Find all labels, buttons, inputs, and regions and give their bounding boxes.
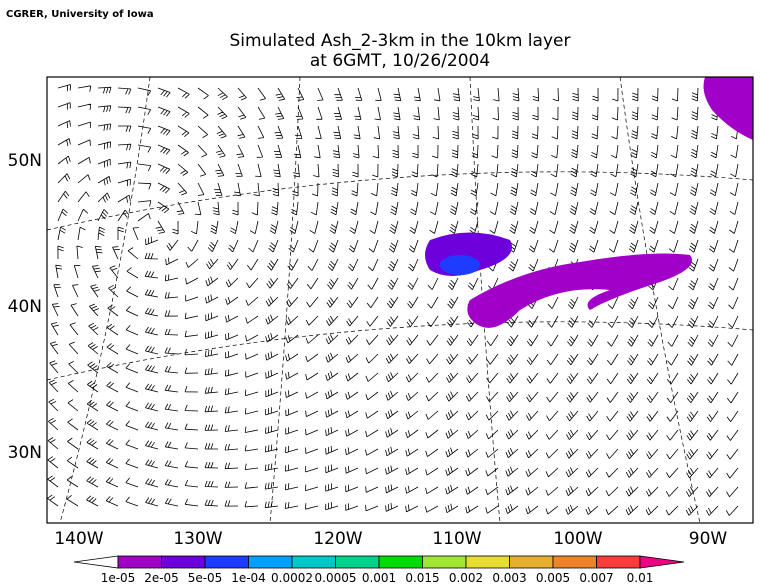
colorbar-label: 0.005: [536, 571, 570, 585]
lon-label: 140W: [54, 529, 103, 549]
colorbar-segment: [552, 555, 597, 569]
colorbar-high: [639, 555, 685, 569]
colorbar-segment: [248, 555, 293, 569]
colorbar-segment: [596, 555, 641, 569]
colorbar-label: 1e-05: [101, 571, 136, 585]
colorbar-low: [73, 555, 119, 569]
axis-labels: 50N 40N 30N 140W 130W 120W 110W 100W 90W: [8, 151, 728, 549]
colorbar: 1e-05 2e-05 5e-05 1e-04 0.0002 0.0005 0.001 0.0…: [73, 555, 685, 585]
colorbar-label: 0.003: [492, 571, 526, 585]
colorbar-segment: [422, 555, 467, 569]
lat-label: 40N: [8, 297, 42, 317]
barb-field: [47, 84, 739, 516]
lon-label: 110W: [432, 529, 481, 549]
lon-label: 130W: [173, 529, 222, 549]
colorbar-label: 0.002: [449, 571, 483, 585]
lat-label: 50N: [8, 151, 42, 171]
colorbar-segment: [291, 555, 336, 569]
lon-label: 100W: [553, 529, 602, 549]
lat-label: 30N: [8, 443, 42, 463]
colorbar-segment: [204, 555, 249, 569]
lon-label: 90W: [689, 529, 728, 549]
colorbar-segment: [335, 555, 380, 569]
colorbar-label: 0.007: [579, 571, 613, 585]
colorbar-label: 0.01: [627, 571, 654, 585]
lon-label: 120W: [313, 529, 362, 549]
colorbar-segment: [465, 555, 510, 569]
map-frame: [46, 76, 754, 524]
colorbar-segment: [117, 555, 162, 569]
colorbar-label: 0.001: [362, 571, 396, 585]
wind-barbs: [47, 84, 739, 516]
colorbar-label: 0.0005: [315, 571, 357, 585]
subtitle: at 6GMT, 10/26/2004: [310, 51, 490, 71]
colorbar-label: 1e-04: [231, 571, 266, 585]
colorbar-segment: [378, 555, 423, 569]
graticule: [46, 76, 754, 524]
colorbar-label: 5e-05: [188, 571, 223, 585]
colorbar-segment: [161, 555, 206, 569]
credit: CGRER, University of Iowa: [6, 9, 154, 20]
title: Simulated Ash_2-3km in the 10km layer: [230, 31, 571, 51]
colorbar-label: 2e-05: [144, 571, 179, 585]
colorbar-segment: [509, 555, 554, 569]
colorbar-label: 0.015: [405, 571, 439, 585]
ash-plumes: [425, 77, 753, 328]
colorbar-label: 0.0002: [271, 571, 313, 585]
